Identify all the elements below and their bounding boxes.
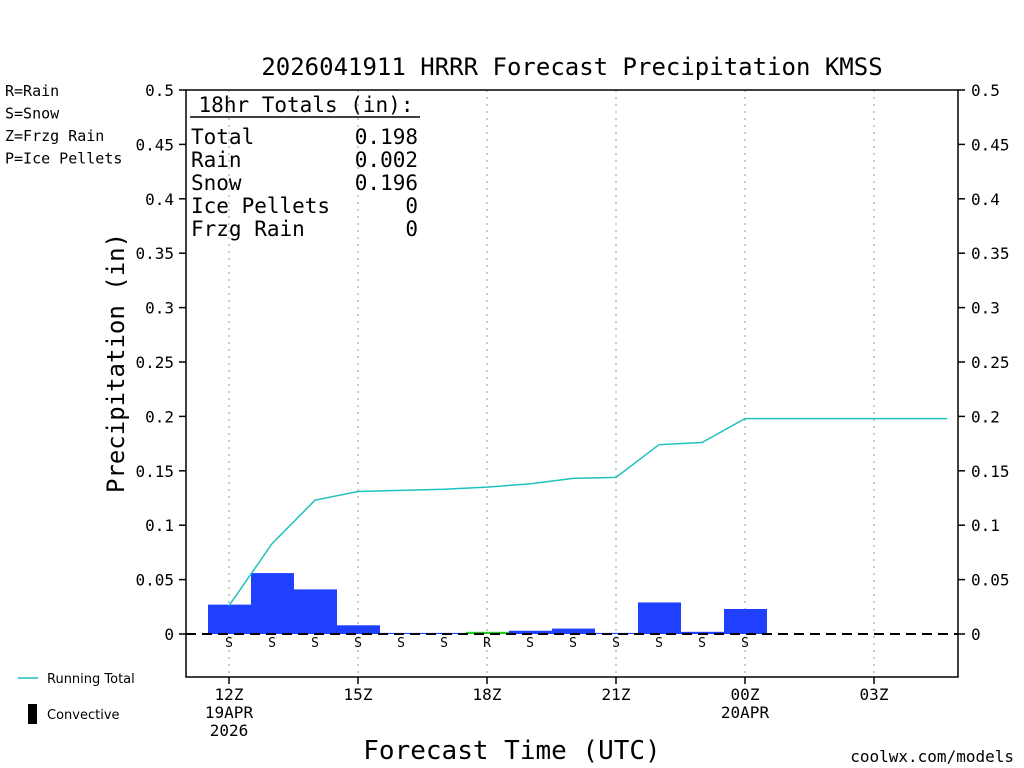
- precip-bar: [251, 573, 294, 634]
- totals-row-label: Total: [191, 125, 254, 149]
- y-tick-label-right: 0.25: [971, 353, 1010, 372]
- precip-bar: [638, 602, 681, 634]
- precip-bar: [208, 604, 251, 634]
- y-tick-label-left: 0.25: [135, 353, 174, 372]
- x-tick-label: 2026: [210, 721, 249, 740]
- precip-bar: [337, 625, 380, 634]
- credit-text: coolwx.com/models: [850, 747, 1014, 766]
- y-tick-label-right: 0.5: [971, 81, 1000, 100]
- y-tick-label-right: 0.15: [971, 462, 1010, 481]
- y-tick-label-left: 0.4: [145, 190, 174, 209]
- totals-heading: 18hr Totals (in):: [199, 93, 414, 117]
- precip-bar: [294, 589, 337, 634]
- precip-type-letter: S: [526, 636, 534, 651]
- y-tick-label-right: 0.1: [971, 516, 1000, 535]
- precip-bar: [724, 608, 767, 634]
- y-tick-label-left: 0.2: [145, 407, 174, 426]
- totals-row-value: 0: [405, 194, 418, 218]
- y-tick-label-right: 0.45: [971, 135, 1010, 154]
- convective-legend-label: Convective: [47, 708, 120, 723]
- y-tick-label-right: 0.35: [971, 244, 1010, 263]
- precip-type-letter: S: [655, 636, 663, 651]
- totals-row-label: Snow: [191, 171, 242, 195]
- x-tick-label: 20APR: [721, 703, 770, 722]
- precip-type-letter: S: [268, 636, 276, 651]
- bar-series: [208, 573, 767, 634]
- precip-type-legend-entry: P=Ice Pellets: [5, 150, 122, 168]
- precip-bar: [595, 632, 638, 634]
- precip-type-letter: S: [225, 636, 233, 651]
- totals-row-value: 0.196: [355, 171, 418, 195]
- precip-type-letter: S: [612, 636, 620, 651]
- chart-title: 2026041911 HRRR Forecast Precipitation K…: [261, 53, 882, 81]
- x-tick-label: 21Z: [602, 685, 631, 704]
- totals-row-value: 0.002: [355, 148, 418, 172]
- x-tick-label: 12Z: [215, 685, 244, 704]
- y-tick-label-right: 0.4: [971, 190, 1000, 209]
- precip-type-legend-entry: R=Rain: [5, 82, 59, 100]
- y-tick-label-left: 0.45: [135, 135, 174, 154]
- x-tick-label: 00Z: [731, 685, 760, 704]
- x-tick-label: 19APR: [205, 703, 254, 722]
- totals-box: 18hr Totals (in): Total 0.198 Rain 0.002 Sno…: [190, 93, 420, 241]
- precip-type-letter: S: [569, 636, 577, 651]
- precip-type-letter: S: [741, 636, 749, 651]
- precip-bar: [681, 631, 724, 634]
- precip-bar: [552, 628, 595, 634]
- precip-type-legend: R=Rain S=Snow Z=Frzg Rain P=Ice Pellets: [5, 82, 122, 168]
- precip-bar: [466, 631, 509, 634]
- y-tick-label-left: 0.1: [145, 516, 174, 535]
- totals-rows: Total 0.198 Rain 0.002 Snow 0.196 Ice Pellets 0…: [191, 125, 418, 241]
- y-tick-label-right: 0: [971, 625, 981, 644]
- y-tick-label-left: 0: [164, 625, 174, 644]
- precip-type-letter: S: [354, 636, 362, 651]
- precip-type-letter: S: [311, 636, 319, 651]
- running-total-line: [228, 417, 948, 607]
- y-tick-label-right: 0.2: [971, 407, 1000, 426]
- running-total-legend-label: Running Total: [47, 672, 135, 687]
- plot-frame: [185, 89, 959, 678]
- y-axis-label: Precipitation (in): [102, 233, 130, 493]
- precip-type-legend-entry: Z=Frzg Rain: [5, 127, 104, 145]
- totals-row-label: Ice Pellets: [191, 194, 330, 218]
- precip-type-letter: S: [698, 636, 706, 651]
- y-axis-right: 0 0.05 0.1 0.15 0.2 0.25 0.3 0.35 0.4 0.45 0.5: [958, 81, 1010, 644]
- y-tick-label-left: 0.35: [135, 244, 174, 263]
- totals-row-label: Rain: [191, 148, 242, 172]
- y-tick-label-left: 0.05: [135, 571, 174, 590]
- totals-row-value: 0.198: [355, 125, 418, 149]
- y-tick-label-right: 0.05: [971, 571, 1010, 590]
- bottom-legend: Running Total Convective: [18, 672, 135, 724]
- x-tick-label: 18Z: [473, 685, 502, 704]
- totals-row-value: 0: [405, 217, 418, 241]
- y-tick-label-left: 0.3: [145, 299, 174, 318]
- precip-type-legend-entry: S=Snow: [5, 105, 60, 123]
- precip-type-letter: S: [397, 636, 405, 651]
- y-axis-left: 0 0.05 0.1 0.15 0.2 0.25 0.3 0.35 0.4 0.45 0.5: [135, 81, 186, 644]
- x-axis-label: Forecast Time (UTC): [363, 736, 660, 766]
- y-tick-label-left: 0.15: [135, 462, 174, 481]
- x-tick-label: 03Z: [860, 685, 889, 704]
- x-tick-label: 15Z: [344, 685, 373, 704]
- totals-row-label: Frzg Rain: [191, 217, 305, 241]
- precip-bar: [509, 630, 552, 634]
- precip-type-letter: S: [440, 636, 448, 651]
- y-tick-label-right: 0.3: [971, 299, 1000, 318]
- y-tick-label-left: 0.5: [145, 81, 174, 100]
- convective-legend-swatch: [28, 704, 37, 724]
- precip-type-letter: R: [483, 636, 491, 651]
- x-grid: [228, 90, 875, 677]
